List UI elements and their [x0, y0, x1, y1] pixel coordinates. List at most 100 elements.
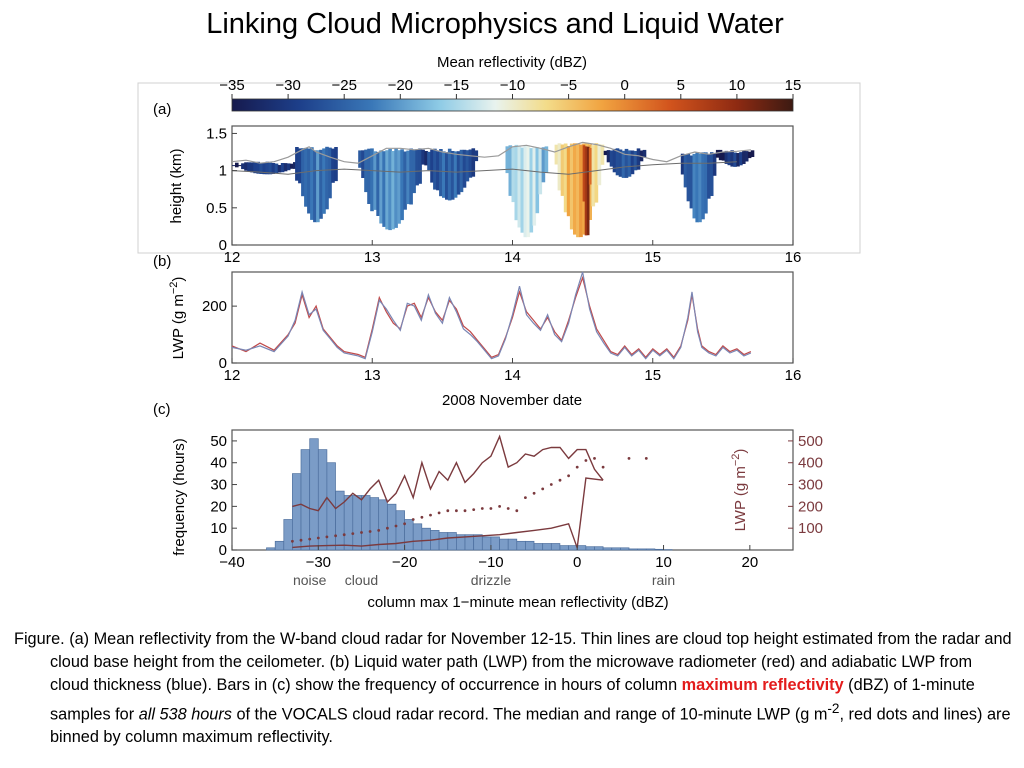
reflectivity-column	[445, 152, 449, 200]
reflectivity-column	[745, 151, 749, 162]
reflectivity-column	[582, 145, 586, 202]
colorbar-tick-label: −10	[500, 77, 525, 94]
panel-a-y-ticks: 0 0.5 1 1.5	[206, 125, 237, 254]
lwp-median-dot	[541, 487, 545, 491]
reflectivity-column	[584, 146, 588, 236]
reflectivity-column	[523, 144, 528, 238]
panel-c-ylabel: frequency (hours)	[171, 438, 188, 556]
frequency-bar	[533, 543, 544, 551]
reflectivity-column	[474, 150, 479, 162]
panel-c-y2-tick-label: 200	[798, 498, 823, 515]
lwp-median-dot	[308, 537, 312, 541]
reflectivity-column	[736, 153, 740, 167]
panel-c-y2-tick-label: 400	[798, 455, 823, 472]
reflectivity-column	[724, 150, 729, 164]
panel-c-y2-tick-label: 100	[798, 520, 823, 537]
lwp-median-dot	[515, 509, 519, 513]
lwp-range-line	[292, 434, 604, 512]
frequency-bar	[654, 548, 664, 551]
reflectivity-column	[391, 151, 395, 230]
colorbar-tick-label: −5	[560, 77, 577, 94]
reflectivity-column	[379, 150, 383, 224]
caption-superscript: -2	[827, 701, 840, 716]
reflectivity-column	[563, 143, 568, 213]
reflectivity-column	[331, 148, 335, 183]
colorbar-label: Mean reflectivity (dBZ)	[437, 54, 587, 71]
reflectivity-column	[259, 162, 263, 174]
lwp-median-dot	[627, 457, 631, 460]
frequency-bar	[602, 547, 613, 551]
lwp-median-dot	[506, 507, 510, 510]
panel-b-ylabel-main: LWP (g m	[170, 294, 187, 359]
lwp-median-dot	[291, 539, 294, 543]
panel-c-x-ticks: −40 −30 −20 −10 0 10 20	[219, 545, 758, 571]
reflectivity-column	[704, 152, 708, 214]
frequency-bar	[594, 546, 604, 551]
panel-c-x-tick-label: 0	[573, 554, 581, 571]
lwp-range-line	[292, 477, 604, 549]
frequency-bar	[395, 510, 405, 551]
reflectivity-column	[541, 147, 546, 183]
lwp-median-dot	[558, 478, 562, 482]
reflectivity-column	[573, 143, 577, 235]
panel-c-xlabel: column max 1−minute mean reflectivity (d…	[367, 594, 668, 611]
reflectivity-column	[695, 152, 699, 223]
lwp-median-dot	[420, 515, 424, 519]
reflectivity-column	[403, 151, 407, 210]
frequency-bar	[490, 536, 500, 551]
reflectivity-column	[683, 154, 688, 188]
lwp-median-dot	[593, 457, 596, 460]
panel-a-x-ticks: 12 13 14 15 16	[224, 240, 801, 266]
reflectivity-column	[566, 146, 571, 217]
caption-part-1: Figure. (a) Mean reflectivity from the W…	[14, 630, 1012, 694]
reflectivity-column	[286, 163, 291, 171]
reflectivity-column	[424, 151, 428, 166]
panel-c-y-tick-label: 40	[210, 455, 227, 472]
reflectivity-column	[718, 149, 723, 161]
reflectivity-column	[415, 149, 419, 186]
panel-c-ylabel-right-end: )	[732, 449, 749, 454]
reflectivity-column	[701, 152, 705, 220]
reflectivity-column	[639, 150, 644, 162]
frequency-bar	[628, 548, 638, 551]
panel-b-y-tick-label: 200	[202, 298, 227, 315]
reflectivity-column	[715, 149, 720, 158]
lwp-median-dot	[334, 534, 337, 538]
lwp-median-dot	[411, 518, 415, 521]
panel-a-y-tick-label: 1	[219, 163, 227, 180]
frequency-bar	[620, 547, 630, 551]
panel-c-x-tick-label: 20	[742, 554, 759, 571]
reflectivity-column	[241, 163, 245, 170]
reflectivity-column	[511, 146, 516, 203]
lwp-median-dot	[455, 509, 458, 513]
panel-c-ylabel-right-main: LWP (g m	[732, 466, 749, 531]
lwp-median-dot	[584, 459, 588, 462]
panel-b-ylabel-sup: −2	[168, 282, 180, 295]
reflectivity-column	[721, 152, 726, 161]
frequency-bar	[266, 547, 276, 551]
lwp-median-dot	[377, 529, 381, 532]
frequency-bar	[507, 538, 518, 551]
panel-a-ylabel: height (km)	[168, 148, 185, 223]
frequency-bar	[481, 536, 492, 551]
colorbar-tick-label: −35	[219, 77, 244, 94]
reflectivity-column	[256, 161, 260, 174]
reflectivity-column	[465, 150, 470, 182]
panel-c-y2-ticks: 100 200 300 400 500	[788, 433, 823, 537]
frequency-bar	[499, 538, 509, 551]
reflectivity-column	[325, 146, 329, 210]
panel-b-x-tick-label: 15	[644, 367, 661, 384]
frequency-bar	[585, 546, 595, 551]
frequency-bar	[412, 523, 423, 551]
colorbar-ticks: −35 −30 −25 −20 −15 −10 −5 0 5 10 15	[219, 77, 801, 99]
reflectivity-column	[295, 147, 299, 181]
lwp-median-dot	[299, 538, 303, 542]
frequency-bar	[516, 540, 526, 551]
reflectivity-column	[459, 149, 464, 193]
reflectivity-column	[364, 149, 368, 193]
reflectivity-column	[462, 149, 467, 188]
reflectivity-column	[560, 144, 565, 196]
panel-c-y-ticks: 0 10 20 30 40 50	[210, 433, 237, 559]
cloud-base-line	[231, 161, 737, 175]
frequency-bars	[266, 438, 673, 551]
